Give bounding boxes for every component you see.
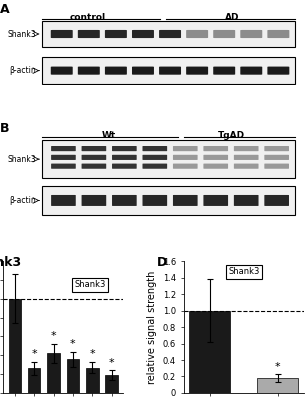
FancyBboxPatch shape <box>112 195 137 206</box>
FancyBboxPatch shape <box>51 146 76 151</box>
Bar <box>28 369 41 393</box>
FancyBboxPatch shape <box>142 155 167 160</box>
FancyBboxPatch shape <box>264 155 289 160</box>
FancyBboxPatch shape <box>51 30 73 38</box>
FancyBboxPatch shape <box>82 146 106 151</box>
FancyBboxPatch shape <box>173 155 198 160</box>
FancyBboxPatch shape <box>173 195 198 206</box>
Bar <box>258 378 298 393</box>
FancyBboxPatch shape <box>142 195 167 206</box>
FancyBboxPatch shape <box>51 155 76 160</box>
Bar <box>105 375 118 393</box>
FancyBboxPatch shape <box>105 30 127 38</box>
FancyBboxPatch shape <box>105 67 127 75</box>
Text: Wt: Wt <box>101 131 115 140</box>
FancyBboxPatch shape <box>78 30 100 38</box>
FancyBboxPatch shape <box>267 30 289 38</box>
FancyBboxPatch shape <box>51 195 76 206</box>
Text: Shank3: Shank3 <box>8 30 36 38</box>
FancyBboxPatch shape <box>234 146 258 151</box>
FancyBboxPatch shape <box>234 195 258 206</box>
FancyBboxPatch shape <box>132 67 154 75</box>
FancyBboxPatch shape <box>78 67 100 75</box>
Text: Shank3: Shank3 <box>74 280 105 290</box>
FancyBboxPatch shape <box>267 67 289 75</box>
FancyBboxPatch shape <box>264 195 289 206</box>
FancyBboxPatch shape <box>112 155 137 160</box>
Text: D: D <box>157 256 167 269</box>
Y-axis label: relative signal strength: relative signal strength <box>147 270 157 384</box>
FancyBboxPatch shape <box>82 195 106 206</box>
FancyBboxPatch shape <box>112 146 137 151</box>
FancyBboxPatch shape <box>173 146 198 151</box>
FancyBboxPatch shape <box>204 195 228 206</box>
Bar <box>189 310 230 393</box>
FancyBboxPatch shape <box>82 155 106 160</box>
Text: *: * <box>109 358 115 368</box>
FancyBboxPatch shape <box>264 164 289 169</box>
Text: β-actin: β-actin <box>10 196 36 205</box>
FancyBboxPatch shape <box>42 186 295 215</box>
FancyBboxPatch shape <box>204 146 228 151</box>
FancyBboxPatch shape <box>234 155 258 160</box>
FancyBboxPatch shape <box>159 67 181 75</box>
FancyBboxPatch shape <box>142 164 167 169</box>
FancyBboxPatch shape <box>264 146 289 151</box>
Text: Shank3: Shank3 <box>8 155 36 164</box>
Text: *: * <box>275 362 281 372</box>
FancyBboxPatch shape <box>213 67 235 75</box>
FancyBboxPatch shape <box>142 146 167 151</box>
FancyBboxPatch shape <box>186 67 208 75</box>
FancyBboxPatch shape <box>240 67 262 75</box>
Text: AD: AD <box>224 14 239 22</box>
FancyBboxPatch shape <box>112 164 137 169</box>
Text: TgAD: TgAD <box>218 131 245 140</box>
Text: A: A <box>0 3 10 16</box>
Text: Shank3: Shank3 <box>228 267 259 276</box>
Bar <box>9 299 21 393</box>
Bar <box>47 353 60 393</box>
Bar <box>67 359 79 393</box>
Text: *: * <box>89 349 95 359</box>
FancyBboxPatch shape <box>42 21 295 47</box>
FancyBboxPatch shape <box>213 30 235 38</box>
Text: *: * <box>31 349 37 359</box>
FancyBboxPatch shape <box>173 164 198 169</box>
Text: Shank3: Shank3 <box>0 256 21 269</box>
Text: control: control <box>69 14 105 22</box>
FancyBboxPatch shape <box>132 30 154 38</box>
Text: β-actin: β-actin <box>10 66 36 75</box>
FancyBboxPatch shape <box>42 140 295 178</box>
FancyBboxPatch shape <box>82 164 106 169</box>
FancyBboxPatch shape <box>186 30 208 38</box>
Text: *: * <box>51 331 56 341</box>
FancyBboxPatch shape <box>234 164 258 169</box>
FancyBboxPatch shape <box>204 155 228 160</box>
Text: B: B <box>0 122 10 135</box>
FancyBboxPatch shape <box>51 164 76 169</box>
Text: *: * <box>70 339 76 349</box>
FancyBboxPatch shape <box>204 164 228 169</box>
Bar <box>86 368 99 393</box>
FancyBboxPatch shape <box>240 30 262 38</box>
FancyBboxPatch shape <box>51 67 73 75</box>
FancyBboxPatch shape <box>159 30 181 38</box>
FancyBboxPatch shape <box>42 57 295 84</box>
